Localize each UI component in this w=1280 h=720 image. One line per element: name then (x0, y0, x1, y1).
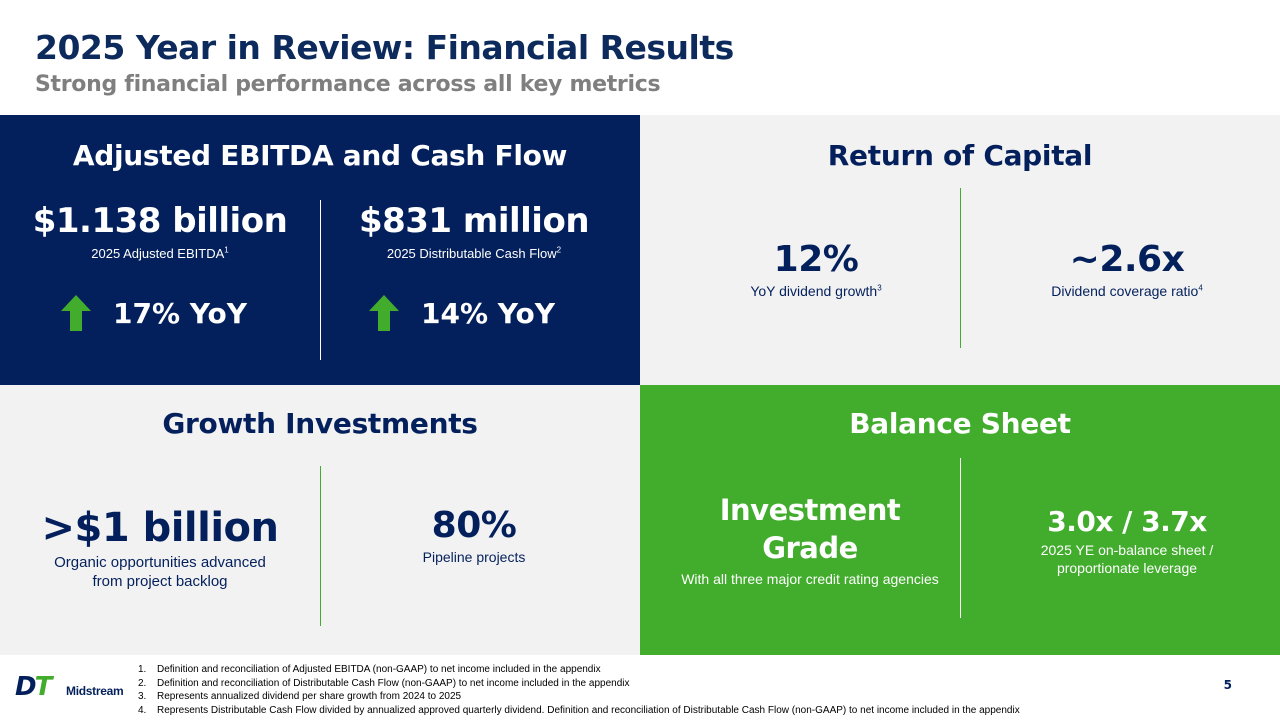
dcf-yoy: 14% YoY (421, 297, 555, 330)
footnote-ref: 3 (877, 283, 882, 293)
investment-grade-label: With all three major credit rating agenc… (681, 571, 939, 587)
arrow-up-icon (61, 295, 91, 331)
organic-metric: >$1 billion Organic opportunities advanc… (0, 505, 320, 591)
leverage-metric: 3.0x / 3.7x 2025 YE on-balance sheet / p… (967, 505, 1280, 577)
pipeline-label: Pipeline projects (422, 549, 526, 565)
pipeline-metric: 80% Pipeline projects (314, 505, 634, 566)
ebitda-metric: $1.138 billion 2025 Adjusted EBITDA1 (0, 201, 320, 263)
investment-grade-value: Investment Grade (719, 493, 901, 565)
coverage-value: ~2.6x (1069, 239, 1185, 280)
dividend-growth-label: YoY dividend growth3 (750, 283, 882, 299)
footnote: 1. Definition and reconciliation of Adjus… (138, 664, 601, 675)
ebitda-panel: Adjusted EBITDA and Cash Flow $1.138 bil… (0, 115, 640, 385)
divider (320, 466, 321, 626)
page-title: 2025 Year in Review: Financial Results (35, 28, 734, 67)
ebitda-panel-title: Adjusted EBITDA and Cash Flow (72, 139, 568, 172)
dcf-value: $831 million (358, 201, 590, 241)
divider (960, 458, 961, 618)
divider (960, 188, 961, 348)
dcf-label: 2025 Distributable Cash Flow2 (386, 245, 562, 261)
footnote: 3. Represents annualized dividend per sha… (138, 691, 462, 702)
footnote-ref: 4 (1198, 283, 1203, 293)
dividend-growth-metric: 12% YoY dividend growth3 (656, 239, 976, 300)
organic-label: Organic opportunities advanced from proj… (54, 554, 266, 590)
growth-panel-title: Growth Investments (162, 407, 478, 440)
footnote-ref: 1 (224, 245, 229, 255)
leverage-value: 3.0x / 3.7x (1047, 505, 1207, 538)
coverage-label: Dividend coverage ratio4 (1051, 283, 1203, 299)
ebitda-value: $1.138 billion (32, 201, 288, 241)
logo-mark: DT (15, 672, 52, 702)
company-logo: DT Midstream (15, 674, 125, 702)
footnotes: 1. Definition and reconciliation of Adjus… (138, 663, 1020, 717)
arrow-up-icon (369, 295, 399, 331)
page-subtitle: Strong financial performance across all … (35, 72, 661, 97)
dividend-growth-value: 12% (773, 239, 859, 280)
leverage-label: 2025 YE on-balance sheet / proportionate… (1040, 542, 1214, 576)
organic-value: >$1 billion (41, 505, 279, 551)
pipeline-value: 80% (431, 505, 517, 546)
logo-wordmark: Midstream (66, 684, 124, 698)
footnote: 4. Represents Distributable Cash Flow div… (138, 704, 1020, 716)
balance-panel-title: Balance Sheet (849, 407, 1071, 440)
dcf-metric: $831 million 2025 Distributable Cash Flo… (314, 201, 634, 263)
footnote-ref: 2 (556, 245, 562, 255)
investment-grade-metric: Investment Grade With all three major cr… (650, 491, 970, 588)
growth-panel: Growth Investments >$1 billion Organic o… (0, 385, 640, 655)
page-number: 5 (1223, 678, 1232, 692)
ebitda-label: 2025 Adjusted EBITDA1 (91, 245, 229, 261)
footnote: 2. Definition and reconciliation of Distr… (138, 677, 630, 689)
capital-panel-title: Return of Capital (827, 139, 1093, 172)
capital-panel: Return of Capital 12% YoY dividend growt… (640, 115, 1280, 385)
balance-panel: Balance Sheet Investment Grade With all … (640, 385, 1280, 655)
ebitda-yoy: 17% YoY (113, 297, 247, 330)
coverage-metric: ~2.6x Dividend coverage ratio4 (967, 239, 1280, 300)
divider (320, 200, 321, 360)
